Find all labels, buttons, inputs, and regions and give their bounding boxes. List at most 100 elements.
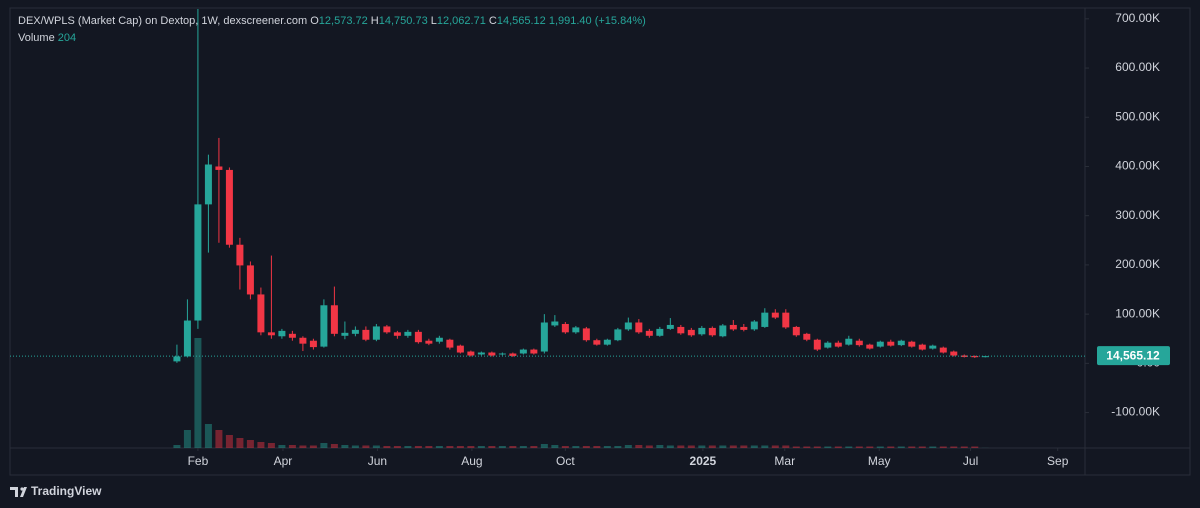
candle-body bbox=[971, 355, 979, 358]
candle-body bbox=[498, 353, 506, 355]
candle-body bbox=[341, 332, 349, 336]
volume-bar bbox=[194, 338, 202, 448]
volume-bar bbox=[971, 446, 979, 448]
volume-bar bbox=[330, 444, 338, 448]
volume-bar bbox=[866, 446, 874, 448]
x-tick-label: Jun bbox=[368, 454, 387, 468]
volume-bar bbox=[225, 435, 233, 448]
volume-bar bbox=[257, 442, 265, 448]
y-tick-label: 400.00K bbox=[1115, 159, 1160, 173]
x-tick-label: Aug bbox=[461, 454, 482, 468]
volume-bar bbox=[876, 446, 884, 448]
volume-bar bbox=[593, 446, 601, 448]
candle-body bbox=[467, 351, 475, 356]
y-tick-label: -100.00K bbox=[1111, 405, 1160, 419]
volume-bar bbox=[246, 440, 254, 448]
volume-bar bbox=[635, 445, 643, 448]
candle-body bbox=[761, 312, 769, 327]
volume-bar bbox=[299, 445, 307, 448]
volume-bar bbox=[855, 446, 863, 448]
volume-bar bbox=[288, 445, 296, 448]
volume-bar bbox=[183, 430, 191, 448]
candle-body bbox=[488, 352, 496, 356]
volume-bar bbox=[456, 446, 464, 448]
candle-body bbox=[603, 339, 611, 345]
symbol-title: DEX/WPLS (Market Cap) on Dextop, 1W, dex… bbox=[18, 15, 307, 27]
volume-bar bbox=[803, 446, 811, 448]
volume-bar bbox=[425, 446, 433, 448]
candle-body bbox=[561, 323, 569, 333]
volume-bar bbox=[320, 443, 328, 448]
candle-body bbox=[530, 349, 538, 354]
candle-body bbox=[908, 341, 916, 347]
volume-bar bbox=[309, 445, 317, 448]
close-label: C bbox=[489, 15, 497, 27]
last-price-tag bbox=[1097, 346, 1170, 366]
candle-body bbox=[887, 341, 895, 346]
volume-bar bbox=[845, 446, 853, 448]
y-tick-label: 200.00K bbox=[1115, 257, 1160, 271]
y-tick-label: 600.00K bbox=[1115, 60, 1160, 74]
candle-body bbox=[582, 328, 590, 341]
candle-body bbox=[845, 338, 853, 345]
volume-bar bbox=[215, 430, 223, 448]
volume-bar bbox=[603, 446, 611, 448]
candle-body bbox=[572, 327, 580, 333]
x-tick-label: Feb bbox=[188, 454, 209, 468]
last-price-label: 14,565.12 bbox=[1106, 348, 1160, 362]
candle-body bbox=[614, 329, 622, 341]
volume-bar bbox=[267, 443, 275, 448]
volume-bar bbox=[792, 446, 800, 448]
volume-bar bbox=[624, 445, 632, 448]
volume-bar bbox=[960, 446, 968, 448]
y-tick-label: 500.00K bbox=[1115, 109, 1160, 123]
candle-body bbox=[687, 329, 695, 336]
volume-label: Volume bbox=[18, 32, 55, 44]
candle-body bbox=[330, 305, 338, 334]
x-tick-label: Mar bbox=[774, 454, 795, 468]
candle-body bbox=[950, 351, 958, 356]
volume-bar bbox=[698, 445, 706, 448]
volume-bar bbox=[666, 445, 674, 448]
candle-body bbox=[876, 341, 884, 347]
volume-bar bbox=[540, 444, 548, 448]
x-tick-label: Sep bbox=[1047, 454, 1069, 468]
volume-value: 204 bbox=[58, 32, 76, 44]
candle-body bbox=[698, 327, 706, 335]
volume-bar bbox=[929, 446, 937, 448]
candle-body bbox=[729, 324, 737, 330]
candle-body bbox=[656, 328, 664, 336]
volume-bar bbox=[750, 445, 758, 448]
candle-body bbox=[383, 326, 391, 333]
candle-body bbox=[183, 320, 191, 357]
candle-body bbox=[540, 322, 548, 352]
x-tick-label: May bbox=[868, 454, 891, 468]
candle-body bbox=[824, 342, 832, 348]
volume-bar bbox=[950, 446, 958, 448]
candle-body bbox=[299, 337, 307, 344]
logo-dot bbox=[20, 487, 24, 491]
candle-body bbox=[425, 340, 433, 344]
volume-bar bbox=[582, 446, 590, 448]
candle-body bbox=[855, 340, 863, 346]
low-value: 12,062.71 bbox=[437, 15, 486, 27]
brand-logo: TradingView bbox=[10, 484, 102, 498]
x-tick-label: Oct bbox=[556, 454, 575, 468]
volume-legend: Volume 204 bbox=[18, 32, 76, 44]
volume-bar bbox=[341, 445, 349, 448]
volume-bar bbox=[782, 445, 790, 448]
candle-body bbox=[719, 325, 727, 337]
volume-bar bbox=[414, 446, 422, 448]
volume-bar bbox=[708, 445, 716, 448]
candle-body bbox=[929, 345, 937, 349]
volume-bar bbox=[897, 446, 905, 448]
candle-body bbox=[236, 244, 244, 266]
volume-bar bbox=[173, 445, 181, 448]
volume-bar bbox=[572, 446, 580, 448]
x-tick-label: 2025 bbox=[690, 454, 717, 468]
volume-bar bbox=[530, 446, 538, 448]
volume-bar bbox=[278, 445, 286, 448]
volume-bar bbox=[656, 445, 664, 448]
volume-bar bbox=[467, 446, 475, 448]
